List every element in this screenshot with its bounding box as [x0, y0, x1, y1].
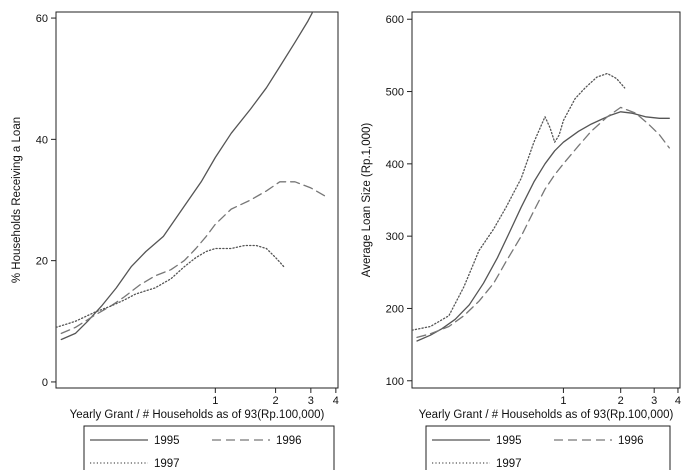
series-line-1996 [60, 181, 328, 335]
series-line-1997 [56, 244, 285, 329]
legend-label-1995: 1995 [154, 435, 180, 447]
y-tick-label: 0 [42, 377, 48, 389]
plot-frame [411, 11, 681, 389]
plot-frame [55, 11, 339, 389]
y-tick-label: 600 [386, 14, 404, 26]
x-tick-label: 4 [675, 395, 681, 407]
x-tick-label: 2 [618, 395, 624, 407]
x-tick-label: 1 [212, 395, 218, 407]
legend-label-1996: 1996 [618, 435, 644, 447]
legend: 1995 1996 1997 [425, 425, 671, 470]
y-axis-title: % Households Receiving a Loan [11, 117, 23, 283]
legend: 1995 1996 1997 [83, 425, 335, 470]
legend-label-1995: 1995 [496, 435, 522, 447]
series-group [56, 12, 328, 341]
series-line-1996 [416, 106, 670, 339]
series-line-1995 [60, 12, 314, 341]
x-axis-title: Yearly Grant / # Households as of 93(Rp.… [70, 409, 325, 421]
series-line-1997 [412, 72, 626, 331]
series-line-1995 [416, 111, 670, 342]
x-tick-label: 4 [333, 395, 339, 407]
legend-label-1996: 1996 [276, 435, 302, 447]
series-group [412, 72, 670, 342]
y-axis-title: Average Loan Size (Rp.1,000) [361, 123, 373, 278]
y-tick-label: 20 [36, 256, 48, 268]
legend-box [83, 425, 335, 470]
x-tick-label: 2 [273, 395, 279, 407]
y-tick-label: 200 [386, 303, 404, 315]
x-tick-label: 3 [651, 395, 657, 407]
legend-label-1997: 1997 [154, 458, 180, 470]
y-tick-label: 60 [36, 13, 48, 25]
y-tick-label: 40 [36, 134, 48, 146]
x-axis-title: Yearly Grant / # Households as of 93(Rp.… [419, 409, 674, 421]
chart-panel-1: 0 20 40 60 1 2 3 4 Yearly Grant / # Households a… [11, 11, 339, 470]
legend-label-1997: 1997 [496, 458, 522, 470]
x-tick-label: 1 [560, 395, 566, 407]
y-tick-label: 500 [386, 87, 404, 99]
y-tick-label: 100 [386, 376, 404, 388]
x-tick-label: 3 [308, 395, 314, 407]
y-tick-label: 400 [386, 159, 404, 171]
y-tick-label: 300 [386, 231, 404, 243]
